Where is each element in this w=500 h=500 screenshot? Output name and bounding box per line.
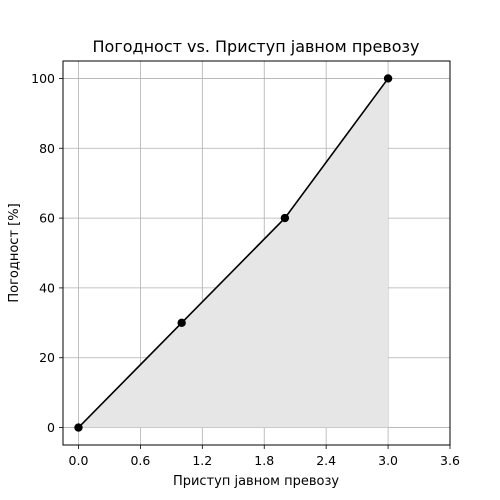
plot-frame bbox=[62, 60, 451, 446]
line-layer bbox=[77, 77, 389, 429]
y-tick-label: 0 bbox=[47, 420, 55, 435]
area-fill bbox=[78, 78, 389, 428]
series-line bbox=[77, 77, 389, 429]
x-axis-ticks: 0.0 0.6 1.2 1.8 2.4 3.0 3.6 bbox=[69, 445, 460, 468]
chart-title: Погодност vs. Приступ јавном превозу bbox=[93, 37, 420, 56]
x-tick-label: 0.6 bbox=[130, 453, 150, 468]
area-layer bbox=[78, 78, 389, 428]
points-layer bbox=[74, 74, 393, 432]
x-tick-label: 0.0 bbox=[69, 453, 89, 468]
data-point bbox=[280, 213, 290, 223]
y-tick-label: 40 bbox=[39, 280, 55, 295]
data-point bbox=[177, 318, 186, 328]
y-tick-label: 80 bbox=[39, 141, 55, 156]
x-tick-label: 1.8 bbox=[254, 453, 274, 468]
y-axis-label: Погодност [%] bbox=[7, 203, 22, 302]
data-point bbox=[383, 74, 393, 83]
x-tick-label: 1.2 bbox=[192, 453, 212, 468]
x-tick-label: 3.6 bbox=[440, 453, 460, 468]
y-tick-label: 20 bbox=[39, 350, 55, 365]
y-axis-ticks: 0 20 40 60 80 100 bbox=[31, 71, 63, 435]
x-axis-label: Приступ јавном превозу bbox=[173, 474, 339, 489]
y-tick-label: 100 bbox=[31, 71, 55, 86]
x-tick-label: 2.4 bbox=[316, 453, 336, 468]
data-point bbox=[74, 423, 83, 432]
y-tick-label: 60 bbox=[39, 211, 55, 226]
x-tick-label: 3.0 bbox=[378, 453, 398, 468]
